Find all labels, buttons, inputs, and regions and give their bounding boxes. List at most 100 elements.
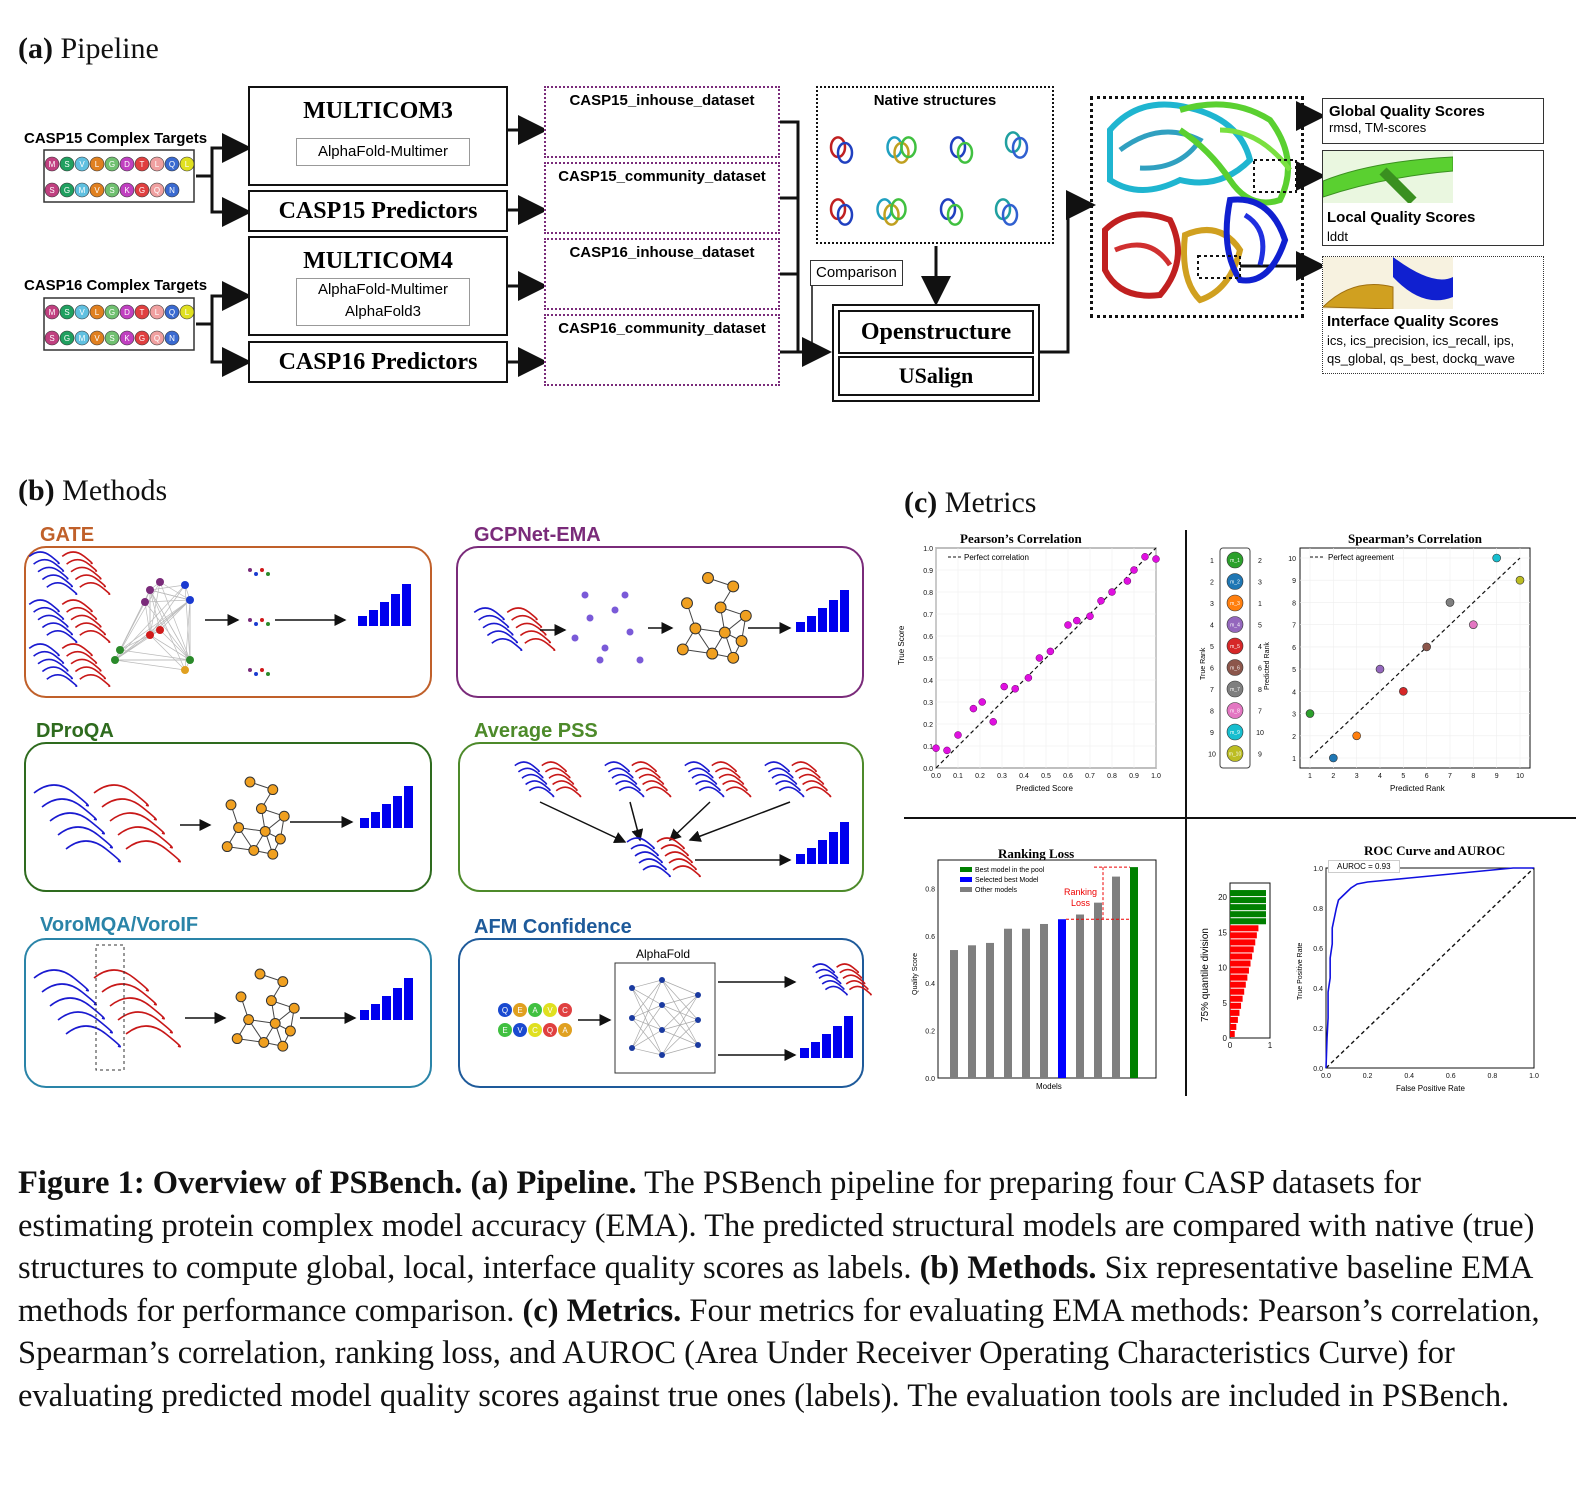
spearman-point	[1375, 664, 1385, 674]
afm-residue-letter: E	[517, 1006, 522, 1015]
caption-b-label: (b) Methods.	[919, 1250, 1097, 1286]
protein-chain-red	[722, 780, 748, 792]
gate-node-small	[266, 572, 270, 576]
nn-node	[659, 1002, 665, 1008]
spearman-point	[1329, 753, 1338, 763]
protein-chain-blue	[46, 582, 78, 596]
pearson-point	[969, 704, 978, 713]
protein-chain-red	[79, 630, 111, 644]
pearson-ytick: 0.2	[923, 722, 933, 729]
protein-chain-red	[791, 761, 818, 773]
score-bar	[844, 1016, 853, 1058]
spearman-legend-circle	[1226, 616, 1244, 633]
nn-edge	[631, 979, 663, 1049]
protein-chain-blue	[33, 650, 65, 664]
protein-chain-blue	[33, 558, 65, 572]
protein-chain-blue	[41, 666, 74, 680]
spearman-legend-circle	[1226, 637, 1244, 655]
residue-letter: L	[155, 160, 160, 169]
ranking-ytick: 0.4	[925, 981, 935, 988]
score-bar	[382, 996, 391, 1020]
protein-chain-red	[660, 844, 689, 857]
graph-edge	[114, 634, 151, 661]
protein-blob	[900, 136, 917, 159]
protein-chain-blue	[46, 630, 78, 644]
quantile-bar	[1230, 897, 1266, 904]
gate-node	[156, 578, 164, 586]
residue-circle	[89, 330, 105, 346]
protein-chain-blue	[33, 784, 90, 807]
protein-chain-red	[61, 551, 93, 565]
graph-node	[739, 609, 752, 622]
spearman-ylabel2: Predicted Rank	[1264, 642, 1271, 690]
quantile-bar	[1230, 967, 1249, 974]
method-box-gcpnet	[456, 546, 864, 698]
score-bar	[811, 1042, 820, 1058]
roc-diagonal	[1325, 867, 1535, 1069]
graph-node	[244, 776, 256, 788]
spearman-legend-circle	[1226, 594, 1244, 612]
gcp-node	[571, 634, 579, 642]
gate-node	[186, 596, 194, 604]
caption-fig-label: Figure 1:	[18, 1165, 145, 1201]
graph-node	[225, 799, 237, 811]
residue-circle	[89, 182, 105, 198]
ranking-bar	[1040, 923, 1048, 1078]
pearson-ylabel: True Score	[897, 625, 906, 665]
protein-chain-red	[672, 865, 701, 878]
residue-circle	[149, 304, 165, 320]
gate-node-small	[248, 618, 252, 622]
score-bar	[360, 1010, 369, 1020]
ranking-bar	[1094, 902, 1102, 1078]
residue-letter: Q	[154, 186, 160, 195]
casp16-targets-label: CASP16 Complex Targets	[24, 277, 208, 294]
pearson-ytick: 0.3	[923, 700, 933, 707]
residue-letter: M	[79, 186, 86, 195]
spearman-xtick: 3	[1355, 773, 1359, 780]
interface-quality-scores-2: qs_global, qs_best, dockq_wave	[1327, 351, 1515, 366]
gate-node-small	[260, 568, 264, 572]
native-structure-images	[829, 131, 1029, 226]
spearman-ytick: 8	[1292, 600, 1296, 607]
score-bar	[807, 616, 816, 632]
pearson-ytick: 0.8	[923, 590, 933, 597]
nn-edge	[631, 979, 663, 989]
protein-chain-blue	[687, 767, 714, 779]
spearman-legend-true: 7	[1210, 687, 1214, 694]
protein-chain-red	[79, 674, 111, 688]
gate-node-small	[254, 672, 258, 676]
spearman-legend-true: 4	[1210, 623, 1214, 630]
protein-chain-blue	[65, 1025, 122, 1048]
residue-letter: S	[109, 334, 114, 343]
protein-chain-red	[109, 812, 166, 835]
protein-chain-red	[125, 1025, 182, 1048]
arrow	[629, 801, 644, 842]
ranking-legend-selected: Selected best Model	[975, 877, 1039, 884]
score-bar	[393, 988, 402, 1020]
protein-chain-red	[61, 643, 93, 657]
score-bar	[833, 1026, 842, 1058]
ranking-bar	[1130, 867, 1138, 1078]
protein-chain-blue	[41, 574, 74, 588]
residue-circle	[89, 156, 105, 172]
quantile-bar	[1230, 1030, 1235, 1037]
protein-chain-blue	[49, 812, 106, 835]
spearman-point	[1399, 687, 1408, 696]
pearson-point	[954, 731, 962, 739]
spearman-point	[1515, 575, 1525, 585]
score-bar	[404, 978, 413, 1020]
protein-chain-blue	[764, 761, 791, 773]
quantile-bar	[1230, 946, 1254, 953]
gate-node-small	[260, 668, 264, 672]
nn-edge	[631, 987, 663, 1056]
roc-xtick: 0.8	[1488, 1073, 1498, 1080]
residue-circle	[134, 156, 150, 172]
roc-xlabel: False Positive Rate	[1396, 1084, 1465, 1093]
alphafold-label: AlphaFold	[636, 947, 691, 961]
protein-chain-blue	[37, 566, 69, 580]
nn-node	[659, 977, 665, 983]
protein-chain-red	[805, 786, 832, 798]
local-quality-box: Local Quality Scores lddt	[1322, 150, 1544, 246]
dataset-label-2: CASP16_inhouse_dataset	[569, 244, 755, 261]
afm-residue	[543, 1003, 557, 1017]
